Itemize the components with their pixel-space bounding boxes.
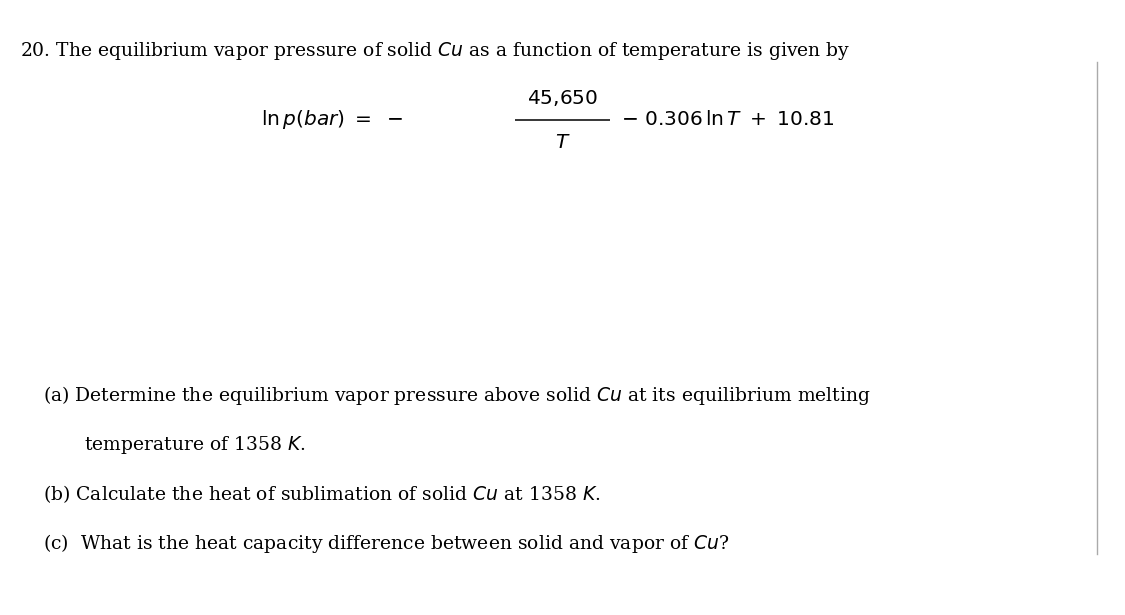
Text: $\mathit{T}$: $\mathit{T}$ <box>555 133 570 152</box>
Text: (c)  What is the heat capacity difference between solid and vapor of $\mathit{Cu: (c) What is the heat capacity difference… <box>43 532 729 555</box>
Text: $\mathrm{ln}\,p(\mathit{bar})\ =\ -$: $\mathrm{ln}\,p(\mathit{bar})\ =\ -$ <box>261 108 403 132</box>
Text: $-\ 0.306\,\mathrm{ln}\,\mathit{T}\ +\ 10.81$: $-\ 0.306\,\mathrm{ln}\,\mathit{T}\ +\ 1… <box>621 111 835 129</box>
Text: (b) Calculate the heat of sublimation of solid $\mathit{Cu}$ at 1358 $\mathit{K}: (b) Calculate the heat of sublimation of… <box>43 483 600 505</box>
Text: temperature of 1358 $\mathit{K}$.: temperature of 1358 $\mathit{K}$. <box>84 434 306 456</box>
Text: $\mathrm{45{,}650}$: $\mathrm{45{,}650}$ <box>526 89 598 108</box>
Text: 20. The equilibrium vapor pressure of solid $\mathit{Cu}$ as a function of tempe: 20. The equilibrium vapor pressure of so… <box>20 40 850 62</box>
Text: (a) Determine the equilibrium vapor pressure above solid $\mathit{Cu}$ at its eq: (a) Determine the equilibrium vapor pres… <box>43 384 871 407</box>
